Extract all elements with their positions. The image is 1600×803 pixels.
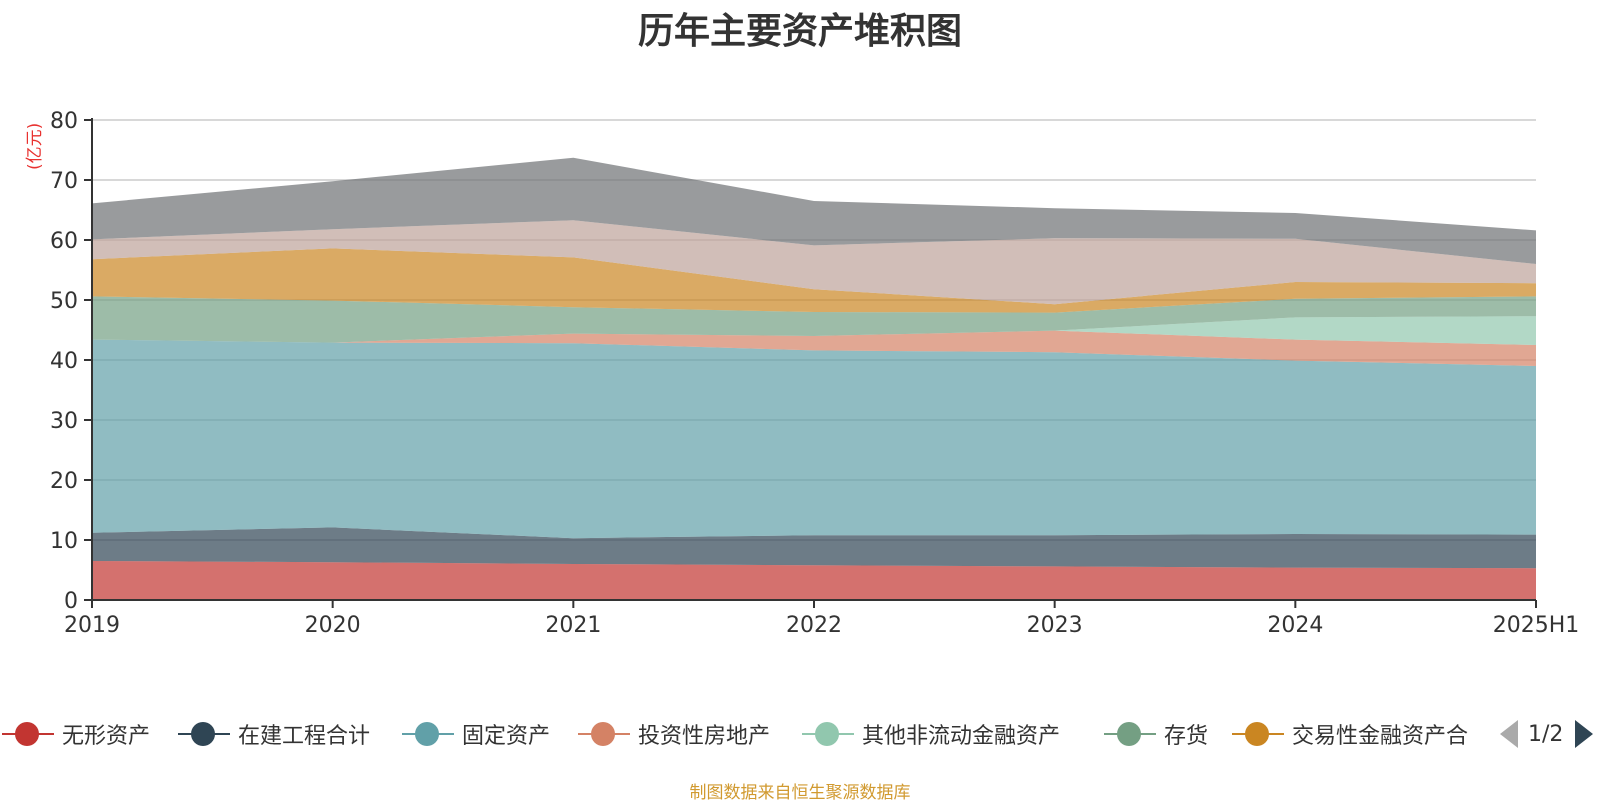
area-series-2[interactable] [92, 527, 1536, 569]
x-tick-label: 2024 [1267, 613, 1323, 638]
area-series-3[interactable] [92, 339, 1536, 539]
legend-marker-icon [402, 719, 454, 749]
area-series-4[interactable] [92, 330, 1536, 366]
y-tick-label: 40 [50, 349, 78, 374]
legend-next-page-icon[interactable] [1575, 720, 1594, 748]
x-tick-label: 2020 [305, 613, 361, 638]
y-tick-label: 50 [50, 289, 78, 314]
legend-label: 投资性房地产 [638, 724, 771, 749]
x-tick-label: 2021 [545, 613, 601, 638]
y-tick-label: 80 [50, 109, 78, 134]
legend-label: 其他非流动金融资产 [862, 724, 1061, 749]
legend-item-1[interactable]: 无形资产 [2, 716, 150, 752]
area-series-1[interactable] [92, 561, 1536, 600]
legend-item-6[interactable]: 存货 [1104, 716, 1208, 752]
source-note: 制图数据来自恒生聚源数据库 [689, 783, 911, 803]
legend-item-3[interactable]: 固定资产 [402, 716, 550, 752]
y-tick-label: 20 [50, 469, 78, 494]
legend-item-2[interactable]: 在建工程合计 [178, 716, 370, 752]
axes: 0 10 20 30 40 50 60 70 80 2019 2020 2021 2022 2023 202… [50, 109, 1579, 638]
y-tick-label: 10 [50, 529, 78, 554]
y-tick-label: 60 [50, 229, 78, 254]
legend-prev-page-icon[interactable] [1500, 720, 1518, 748]
x-tick-label: 2019 [64, 613, 120, 638]
legend: 无形资产 在建工程合计 固定资产 投资性房地产 其他非流动金融资产 存货 交易性金融资产合 [0, 716, 1600, 756]
legend-item-4[interactable]: 投资性房地产 [578, 716, 770, 752]
area-series-6[interactable] [92, 296, 1536, 343]
x-tick-label: 2025H1 [1493, 613, 1580, 638]
legend-marker-icon [1232, 719, 1284, 749]
chart-title: 历年主要资产堆积图 [637, 11, 962, 52]
legend-item-7[interactable]: 交易性金融资产合 [1232, 716, 1468, 752]
y-tick-label: 30 [50, 409, 78, 434]
area-series-9[interactable] [92, 157, 1536, 264]
legend-label: 交易性金融资产合 [1292, 724, 1469, 749]
y-tick-label: 0 [64, 589, 78, 614]
area-series-5[interactable] [92, 316, 1536, 345]
legend-marker-icon [578, 719, 630, 749]
legend-label: 存货 [1164, 724, 1209, 749]
x-tick-label: 2023 [1027, 613, 1083, 638]
legend-label: 无形资产 [62, 724, 151, 749]
y-tick-label: 70 [50, 169, 78, 194]
legend-marker-icon [178, 719, 230, 749]
legend-item-5[interactable]: 其他非流动金融资产 [802, 716, 1060, 752]
legend-label: 固定资产 [462, 724, 551, 749]
x-tick-label: 2022 [786, 613, 842, 638]
legend-label: 在建工程合计 [238, 724, 371, 749]
legend-marker-icon [2, 719, 54, 749]
legend-marker-icon [802, 719, 854, 749]
area-series-layer [92, 157, 1536, 600]
area-series-8[interactable] [92, 220, 1536, 305]
legend-pager: 1/2 [1500, 716, 1594, 752]
legend-page-indicator: 1/2 [1528, 721, 1564, 747]
legend-marker-icon [1104, 719, 1156, 749]
area-series-7[interactable] [92, 248, 1536, 313]
